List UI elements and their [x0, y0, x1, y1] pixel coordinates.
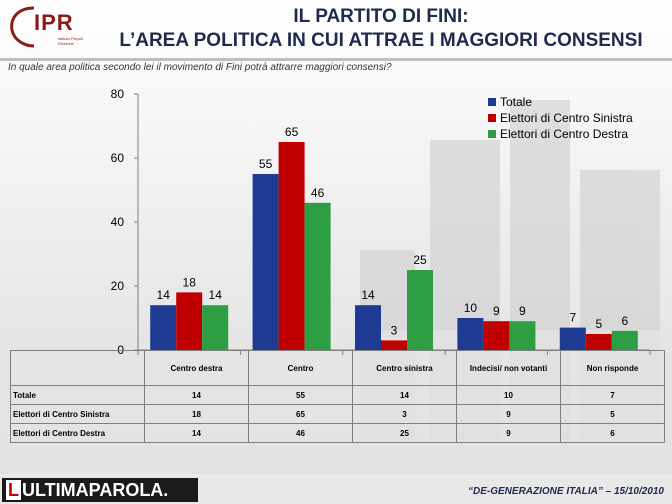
legend-label: Elettori di Centro Sinistra [500, 111, 633, 125]
table-header-cell: Centro sinistra [352, 350, 457, 386]
table-row: Totale 14 55 14 10 7 [10, 385, 665, 405]
table-cell: 65 [248, 404, 353, 424]
table-cell: 5 [560, 404, 665, 424]
bar [483, 321, 510, 350]
bar [381, 340, 407, 350]
bar [150, 305, 177, 350]
table-cell: 14 [352, 385, 457, 405]
table-cell: 10 [456, 385, 561, 405]
table-cell: 6 [560, 423, 665, 443]
survey-question: In quale area politica secondo lei il mo… [8, 62, 392, 73]
legend-swatch [488, 98, 496, 106]
logo-text: IPR [34, 10, 74, 35]
data-label: 14 [361, 288, 375, 302]
data-label: 65 [285, 125, 299, 139]
table-cell: 25 [352, 423, 457, 443]
ipr-logo: IPR Istituto Piepoli Ricerche [4, 2, 92, 52]
data-label: 55 [259, 157, 273, 171]
bars-group [150, 142, 638, 350]
table-cell: 9 [456, 423, 561, 443]
table-header-cell: Centro [248, 350, 353, 386]
table-cell: 18 [144, 404, 249, 424]
data-label: 5 [595, 317, 602, 331]
data-label: 3 [391, 323, 398, 337]
chart-legend: Totale Elettori di Centro Sinistra Elettor… [488, 95, 633, 141]
y-tick-label: 80 [111, 87, 125, 101]
legend-label: Elettori di Centro Destra [500, 127, 628, 141]
data-label: 14 [157, 288, 171, 302]
table-cell: 7 [560, 385, 665, 405]
brand-logo: L ULTIMAPAROLA. [2, 478, 198, 502]
legend-swatch [488, 114, 496, 122]
bar [304, 202, 331, 350]
table-cell: 46 [248, 423, 353, 443]
table-row-label: Totale [10, 385, 145, 405]
logo-subtext: Istituto Piepoli Ricerche [58, 36, 83, 46]
table-header-cell: Indecisi/ non votanti [456, 350, 561, 386]
table-cell: 14 [144, 423, 249, 443]
bar [407, 270, 433, 350]
table-row-label: Elettori di Centro Sinistra [10, 404, 145, 424]
bar [559, 327, 586, 350]
table-row: Elettori di Centro Destra 14 46 25 9 6 [10, 423, 665, 443]
data-label: 14 [209, 288, 223, 302]
table-corner-cell [10, 350, 145, 386]
table-header-row: Centro destra Centro Centro sinistra Ind… [10, 350, 665, 386]
legend-swatch [488, 130, 496, 138]
data-label: 9 [493, 304, 500, 318]
brand-prefix: L [6, 480, 21, 500]
table-row: Elettori di Centro Sinistra 18 65 3 9 5 [10, 404, 665, 424]
bar [278, 142, 305, 350]
data-label: 6 [621, 314, 628, 328]
page-title-line1: IL PARTITO DI FINI: [293, 6, 469, 27]
page-title-line2: L’AREA POLITICA IN CUI ATTRAE I MAGGIORI… [119, 30, 643, 51]
table-header-cell: Centro destra [144, 350, 249, 386]
bar [509, 321, 536, 350]
footer-note: “DE-GENERAZIONE ITALIA” – 15/10/2010 [468, 486, 664, 497]
data-label: 9 [519, 304, 526, 318]
y-tick-label: 60 [111, 151, 125, 165]
data-label: 10 [464, 301, 478, 315]
bar [176, 292, 203, 350]
title-divider [0, 58, 672, 61]
table-cell: 9 [456, 404, 561, 424]
data-labels-group: 14 18 14 55 65 46 14 3 25 10 9 9 7 5 6 [157, 125, 629, 337]
bar [585, 334, 612, 350]
table-cell: 14 [144, 385, 249, 405]
data-label: 46 [311, 186, 325, 200]
data-label: 18 [183, 275, 197, 289]
bar [252, 174, 279, 350]
brand-name: ULTIMAPAROLA. [22, 480, 169, 500]
bar [611, 330, 638, 350]
table-row-label: Elettori di Centro Destra [10, 423, 145, 443]
table-cell: 55 [248, 385, 353, 405]
table-header-cell: Non risponde [560, 350, 665, 386]
table-cell: 3 [352, 404, 457, 424]
y-tick-label: 40 [111, 215, 125, 229]
data-label: 7 [569, 311, 576, 325]
bar [355, 305, 381, 350]
logo-swoosh-icon [10, 6, 35, 48]
legend-label: Totale [500, 95, 532, 109]
data-table: Centro destra Centro Centro sinistra Ind… [10, 350, 665, 443]
bar [457, 318, 484, 350]
bar [202, 305, 229, 350]
y-tick-label: 20 [111, 279, 125, 293]
data-label: 25 [413, 253, 427, 267]
